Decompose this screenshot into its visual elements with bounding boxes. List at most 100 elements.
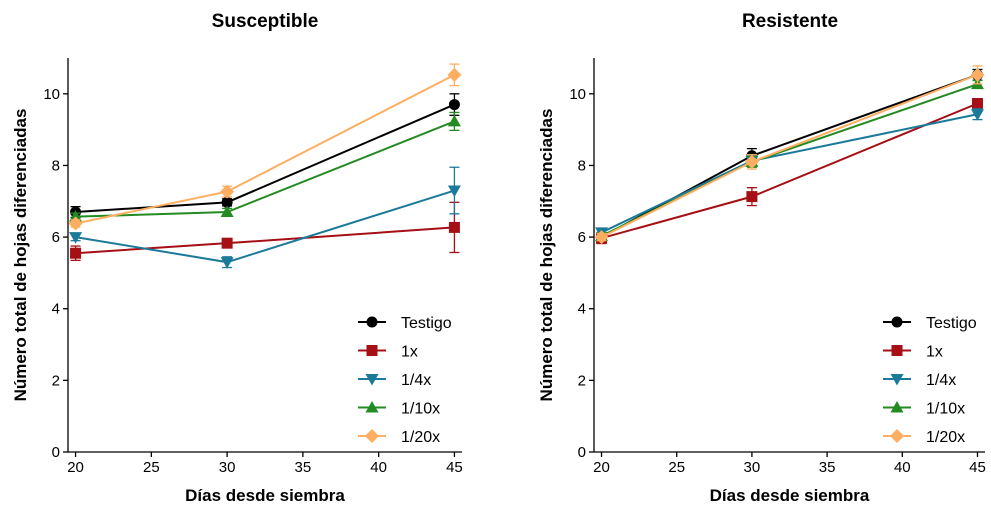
data-point bbox=[744, 154, 759, 169]
legend-marker bbox=[890, 429, 904, 443]
series-1x bbox=[70, 201, 460, 262]
x-tick-label: 40 bbox=[370, 459, 387, 476]
series-1-10x bbox=[69, 111, 461, 222]
data-point bbox=[70, 247, 82, 259]
legend-label: 1x bbox=[401, 344, 418, 361]
chart-title: Resistente bbox=[742, 11, 838, 32]
y-tick-label: 6 bbox=[52, 229, 60, 246]
legend-label: 1/20x bbox=[926, 429, 965, 446]
y-axis-label: Número total de hojas diferenciadas bbox=[11, 109, 30, 402]
x-tick-label: 45 bbox=[446, 459, 463, 476]
series-1-10x bbox=[595, 77, 984, 242]
legend-marker bbox=[366, 316, 378, 328]
series-testigo bbox=[70, 93, 460, 219]
series-1-4x bbox=[69, 166, 461, 269]
data-point bbox=[221, 237, 233, 249]
y-tick-label: 4 bbox=[578, 301, 586, 318]
legend-item: 1x bbox=[358, 344, 418, 361]
x-tick-label: 35 bbox=[295, 459, 312, 476]
data-point bbox=[448, 99, 460, 111]
legend-marker bbox=[366, 345, 378, 356]
y-tick-label: 2 bbox=[52, 372, 60, 389]
legend-marker bbox=[365, 401, 379, 413]
legend: Testigo 1x 1/4x 1/10x 1/20x bbox=[883, 315, 977, 446]
y-tick-label: 10 bbox=[43, 86, 60, 103]
legend-item: 1/10x bbox=[883, 401, 965, 418]
legend-label: Testigo bbox=[926, 315, 977, 332]
data-point bbox=[69, 210, 83, 222]
data-point bbox=[970, 67, 985, 82]
legend-marker bbox=[891, 345, 903, 356]
x-tick-label: 20 bbox=[67, 459, 84, 476]
data-point bbox=[447, 67, 462, 82]
x-tick-label: 45 bbox=[969, 459, 986, 476]
x-tick-label: 35 bbox=[819, 459, 836, 476]
x-axis-label: Días desde siembra bbox=[185, 486, 345, 505]
data-point bbox=[221, 196, 233, 208]
series-line bbox=[601, 83, 978, 237]
series-line bbox=[75, 189, 455, 264]
legend: Testigo 1x 1/4x 1/10x 1/20x bbox=[358, 315, 452, 446]
data-point bbox=[746, 191, 758, 203]
legend-label: 1/4x bbox=[926, 372, 956, 389]
series-1-4x bbox=[595, 108, 984, 239]
legend-label: 1/10x bbox=[401, 401, 440, 418]
x-tick-label: 25 bbox=[668, 459, 685, 476]
series-line bbox=[601, 73, 978, 238]
legend-item: 1/4x bbox=[358, 372, 431, 389]
legend-marker bbox=[891, 316, 903, 328]
data-point bbox=[448, 221, 460, 233]
chart-panel-resistente: Resistente 0 2 4 6 8 10 20 25 30 35 40 45 Días desde … bbox=[537, 11, 986, 505]
x-tick-label: 30 bbox=[219, 459, 236, 476]
series-1-20x bbox=[594, 65, 985, 245]
series-line bbox=[75, 73, 455, 225]
series-1x bbox=[596, 97, 983, 245]
legend-label: 1/20x bbox=[401, 429, 440, 446]
legend-item: 1/20x bbox=[883, 429, 965, 446]
x-tick-label: 20 bbox=[593, 459, 610, 476]
y-tick-label: 0 bbox=[52, 444, 60, 461]
chart-title: Susceptible bbox=[212, 11, 319, 32]
legend-item: 1/4x bbox=[883, 372, 956, 389]
x-tick-label: 25 bbox=[143, 459, 160, 476]
series-1-20x bbox=[68, 63, 462, 231]
legend-marker bbox=[365, 374, 379, 386]
data-point bbox=[594, 230, 609, 245]
y-tick-label: 4 bbox=[52, 301, 60, 318]
x-axis-label: Días desde siembra bbox=[710, 486, 870, 505]
legend-marker bbox=[890, 401, 904, 413]
legend-label: 1/10x bbox=[926, 401, 965, 418]
data-point bbox=[220, 205, 234, 218]
y-tick-label: 2 bbox=[578, 372, 586, 389]
series-line bbox=[601, 113, 978, 234]
legend-marker bbox=[365, 429, 379, 443]
series-line bbox=[601, 102, 978, 240]
legend-item: Testigo bbox=[358, 315, 452, 332]
y-tick-label: 8 bbox=[578, 157, 586, 174]
legend-item: Testigo bbox=[883, 315, 977, 332]
data-point bbox=[447, 114, 461, 127]
legend-label: Testigo bbox=[401, 315, 452, 332]
y-axis-label: Número total de hojas diferenciadas bbox=[537, 109, 556, 402]
y-tick-label: 0 bbox=[578, 444, 586, 461]
series-line bbox=[601, 73, 978, 238]
chart-panel-susceptible: Susceptible 0 2 4 6 8 10 20 25 30 35 40 45 Días desde… bbox=[11, 11, 463, 505]
legend-item: 1/10x bbox=[358, 401, 440, 418]
y-tick-label: 6 bbox=[578, 229, 586, 246]
legend-item: 1/20x bbox=[358, 429, 440, 446]
legend-label: 1x bbox=[926, 344, 943, 361]
legend-item: 1x bbox=[883, 344, 943, 361]
data-point bbox=[69, 232, 83, 244]
series-line bbox=[75, 120, 455, 218]
x-tick-label: 30 bbox=[744, 459, 761, 476]
legend-marker bbox=[890, 374, 904, 386]
data-point bbox=[971, 97, 983, 109]
data-point bbox=[68, 216, 83, 231]
data-point bbox=[220, 257, 234, 269]
x-tick-label: 40 bbox=[894, 459, 911, 476]
data-point bbox=[220, 184, 235, 199]
y-tick-label: 10 bbox=[569, 86, 586, 103]
y-tick-label: 8 bbox=[52, 157, 60, 174]
data-point bbox=[970, 109, 984, 121]
